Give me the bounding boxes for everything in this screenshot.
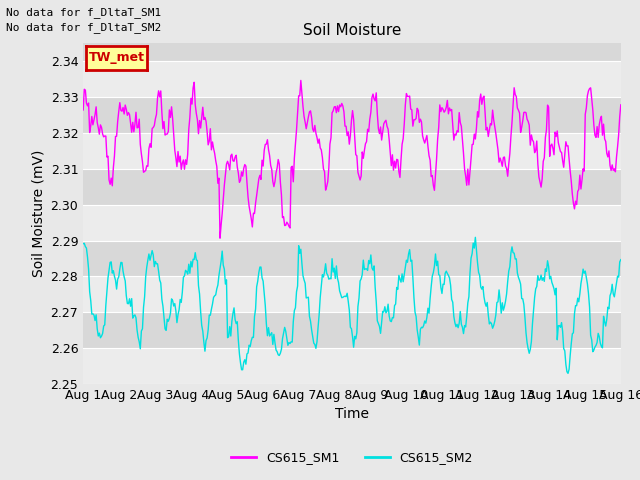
- Bar: [83, 204, 621, 240]
- Y-axis label: Soil Moisture (mV): Soil Moisture (mV): [31, 150, 45, 277]
- Legend: CS615_SM1, CS615_SM2: CS615_SM1, CS615_SM2: [226, 446, 478, 469]
- Bar: [83, 61, 621, 97]
- Bar: [83, 240, 621, 276]
- Bar: [83, 276, 621, 312]
- Text: No data for f_DltaT_SM1: No data for f_DltaT_SM1: [6, 7, 162, 18]
- Bar: [83, 169, 621, 204]
- X-axis label: Time: Time: [335, 408, 369, 421]
- Bar: [83, 348, 621, 384]
- Bar: [83, 312, 621, 348]
- Text: TW_met: TW_met: [89, 51, 145, 64]
- Bar: [83, 133, 621, 169]
- Title: Soil Moisture: Soil Moisture: [303, 23, 401, 38]
- Text: No data for f_DltaT_SM2: No data for f_DltaT_SM2: [6, 22, 162, 33]
- Bar: [83, 97, 621, 133]
